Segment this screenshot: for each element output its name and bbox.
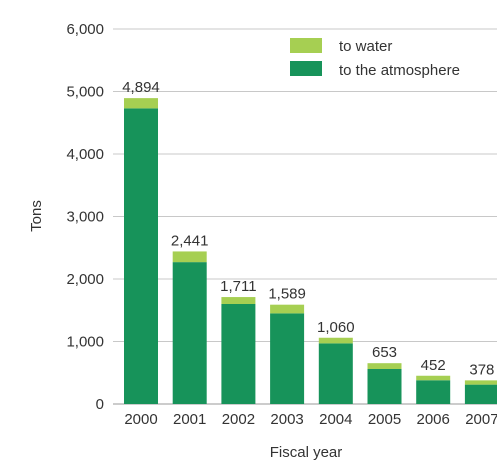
- x-tick-label-2005: 2005: [368, 411, 401, 428]
- x-axis-title: Fiscal year: [270, 444, 343, 461]
- bar-to-water-2004: [318, 337, 353, 344]
- bar-to-water-2007: [464, 380, 497, 385]
- bar-to-the-atmosphere-2001: [172, 262, 207, 404]
- bar-total-label-2004: 1,060: [317, 319, 355, 336]
- y-tick-label: 4,000: [66, 146, 104, 163]
- bar-to-water-2000: [124, 98, 158, 109]
- bar-to-the-atmosphere-2006: [416, 380, 451, 404]
- bar-total-label-2003: 1,589: [268, 286, 306, 303]
- bar-to-water-2003: [270, 304, 305, 314]
- bar-to-water-2002: [221, 297, 256, 304]
- bar-total-label-2006: 452: [421, 357, 446, 374]
- y-tick-label: 6,000: [66, 21, 104, 38]
- legend-label-to-the-atmosphere: to the atmosphere: [339, 62, 460, 79]
- legend: to water to the atmosphere: [290, 38, 460, 79]
- y-tick-label: 0: [96, 396, 104, 413]
- y-tick-label: 2,000: [66, 271, 104, 288]
- x-tick-label-2002: 2002: [222, 411, 255, 428]
- y-tick-label: 5,000: [66, 84, 104, 101]
- bar-total-label-2002: 1,711: [220, 278, 256, 295]
- bar-total-label-2001: 2,441: [171, 232, 209, 249]
- x-tick-label-2000: 2000: [124, 411, 157, 428]
- x-axis-ticks: 2000 2001 2002 2003 2004 2005 2006 2007: [124, 411, 497, 428]
- data-labels: 4,894 2,441 1,711 1,589 1,060 653 452 378: [122, 79, 494, 378]
- bar-to-water-2005: [367, 363, 402, 369]
- legend-label-to-water: to water: [339, 38, 392, 55]
- bar-to-the-atmosphere-2003: [270, 313, 305, 404]
- legend-item-to-water: to water: [290, 38, 392, 55]
- x-tick-label-2004: 2004: [319, 411, 352, 428]
- x-tick-label-2001: 2001: [173, 411, 206, 428]
- bar-to-the-atmosphere-2004: [318, 343, 353, 404]
- grid-lines: [113, 28, 497, 405]
- bar-to-water-2006: [416, 375, 451, 381]
- y-tick-label: 3,000: [66, 209, 104, 226]
- x-tick-label-2006: 2006: [417, 411, 450, 428]
- bar-to-the-atmosphere-2005: [367, 369, 402, 404]
- legend-item-to-the-atmosphere: to the atmosphere: [290, 61, 460, 79]
- legend-swatch-to-the-atmosphere: [290, 61, 322, 76]
- y-axis-title: Tons: [28, 200, 45, 232]
- bar-total-label-2005: 653: [372, 344, 397, 361]
- bar-total-label-2007: 378: [469, 361, 494, 378]
- y-axis-ticks: 0 1,000 2,000 3,000 4,000 5,000 6,000: [66, 21, 104, 413]
- legend-swatch-to-water: [290, 38, 322, 53]
- x-tick-label-2007: 2007: [465, 411, 497, 428]
- x-tick-label-2003: 2003: [270, 411, 303, 428]
- bars: [124, 98, 497, 404]
- bar-to-the-atmosphere-2007: [464, 384, 497, 404]
- bar-to-the-atmosphere-2002: [221, 304, 256, 404]
- bar-total-label-2000: 4,894: [122, 79, 160, 96]
- bar-to-the-atmosphere-2000: [124, 108, 158, 404]
- bar-to-water-2001: [172, 251, 207, 263]
- y-tick-label: 1,000: [66, 334, 104, 351]
